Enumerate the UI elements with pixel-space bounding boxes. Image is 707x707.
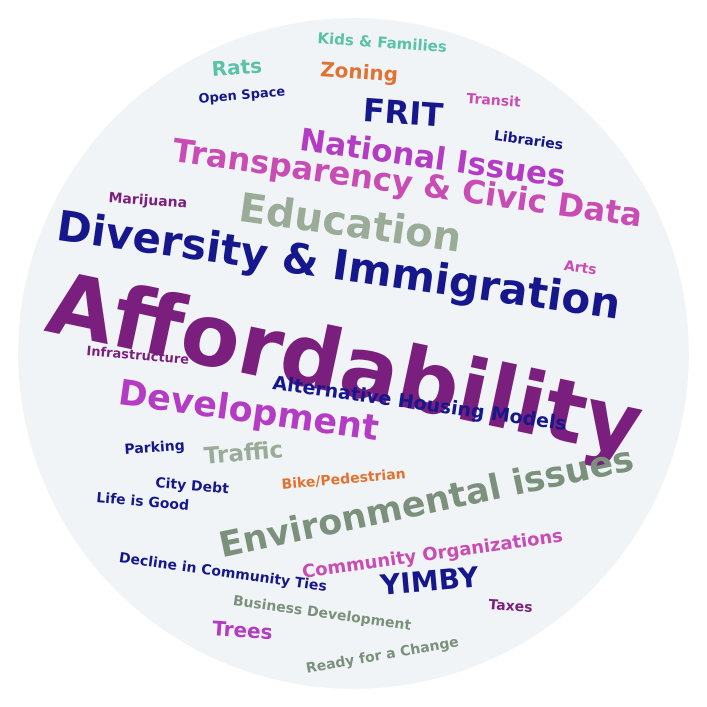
background-circle <box>18 18 689 689</box>
word-taxes: Taxes <box>487 597 534 617</box>
word-parking: Parking <box>123 437 186 458</box>
word-zoning: Zoning <box>319 57 399 87</box>
word-transit: Transit <box>465 91 522 111</box>
word-rats: Rats <box>210 53 263 81</box>
word-frit: FRIT <box>361 91 445 135</box>
word-trees: Trees <box>211 616 274 645</box>
word-arts: Arts <box>562 258 598 279</box>
word-yimby: YIMBY <box>378 560 480 602</box>
